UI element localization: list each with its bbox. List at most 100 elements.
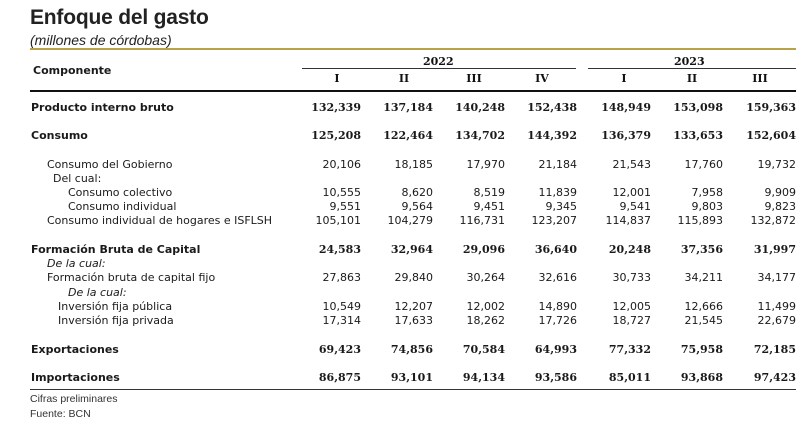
table-cell: 152,438 xyxy=(527,101,577,114)
table-row: De la cual: xyxy=(0,257,809,271)
table-cell: 75,958 xyxy=(680,343,723,356)
row-label: Formación bruta de capital fijo xyxy=(47,271,216,284)
table-cell: 9,564 xyxy=(401,200,434,213)
table-cell: 12,001 xyxy=(612,186,652,199)
table-cell: 29,096 xyxy=(462,243,505,256)
table-cell: 29,840 xyxy=(394,271,434,284)
row-label: Inversión fija pública xyxy=(58,300,173,313)
table-cell: 9,451 xyxy=(473,200,506,213)
table-row: Inversión fija privada 17,314 17,633 18,262… xyxy=(0,314,809,328)
table-row: Consumo 125,208 122,464 134,702 144,392 136,3… xyxy=(0,129,809,143)
table-cell: 19,732 xyxy=(757,158,797,171)
table-cell: 17,970 xyxy=(466,158,506,171)
table-cell: 64,993 xyxy=(534,343,577,356)
table-cell: 21,545 xyxy=(684,314,724,327)
quarter-header: III xyxy=(752,72,768,85)
row-label: Producto interno bruto xyxy=(31,101,174,114)
table-cell: 7,958 xyxy=(691,186,724,199)
table-cell: 74,856 xyxy=(390,343,433,356)
year-2023-underline xyxy=(588,68,796,69)
table-cell: 17,314 xyxy=(322,314,362,327)
table-cell: 137,184 xyxy=(383,101,433,114)
table-cell: 159,363 xyxy=(746,101,796,114)
table-cell: 17,726 xyxy=(538,314,578,327)
row-label: De la cual: xyxy=(47,257,106,270)
table-cell: 12,005 xyxy=(612,300,652,313)
table-cell: 12,666 xyxy=(684,300,724,313)
table-cell: 34,211 xyxy=(684,271,724,284)
column-header-component: Componente xyxy=(33,64,112,77)
table-row: Importaciones 86,875 93,101 94,134 93,586 85,… xyxy=(0,371,809,385)
table-row: Consumo individual 9,551 9,564 9,451 9,345 9,… xyxy=(0,200,809,214)
table-cell: 8,519 xyxy=(473,186,506,199)
row-label: Importaciones xyxy=(31,371,120,384)
table-cell: 104,279 xyxy=(387,214,434,227)
table-cell: 10,555 xyxy=(322,186,362,199)
table-cell: 152,604 xyxy=(746,129,796,142)
row-label: Consumo xyxy=(31,129,88,142)
quarter-header: III xyxy=(466,72,482,85)
table-cell: 30,733 xyxy=(612,271,652,284)
table-cell: 144,392 xyxy=(527,129,577,142)
table-bottom-rule xyxy=(30,389,796,390)
table-cell: 20,248 xyxy=(608,243,651,256)
header-divider xyxy=(30,90,796,92)
table-row: Del cual: xyxy=(0,172,809,186)
table-cell: 9,803 xyxy=(691,200,724,213)
table-cell: 11,499 xyxy=(757,300,797,313)
table-cell: 148,949 xyxy=(601,101,651,114)
page-title: Enfoque del gasto xyxy=(30,6,209,29)
row-label: De la cual: xyxy=(68,286,127,299)
table-cell: 85,011 xyxy=(608,371,651,384)
year-header-2023: 2023 xyxy=(674,55,705,68)
row-label: Consumo colectivo xyxy=(68,186,173,199)
table-cell: 10,549 xyxy=(322,300,362,313)
table-cell: 17,760 xyxy=(684,158,724,171)
row-label: Consumo individual de hogares e ISFLSH xyxy=(47,214,273,227)
table-cell: 133,653 xyxy=(673,129,723,142)
table-cell: 32,964 xyxy=(390,243,433,256)
note-preliminary: Cifras preliminares xyxy=(30,393,118,405)
table-cell: 105,101 xyxy=(315,214,362,227)
table-row: Formación Bruta de Capital 24,583 32,964 29… xyxy=(0,243,809,257)
row-label: Formación Bruta de Capital xyxy=(31,243,201,256)
note-source: Fuente: BCN xyxy=(30,408,91,420)
table-cell: 122,464 xyxy=(383,129,433,142)
table-cell: 12,002 xyxy=(466,300,506,313)
page-subtitle: (millones de córdobas) xyxy=(30,32,172,48)
quarter-header: IV xyxy=(535,72,549,85)
table-row: Inversión fija pública 10,549 12,207 12,002… xyxy=(0,300,809,314)
table-cell: 34,177 xyxy=(757,271,797,284)
quarter-header: I xyxy=(621,72,627,85)
table-cell: 125,208 xyxy=(311,129,361,142)
quarter-header: II xyxy=(686,72,698,85)
table-cell: 12,207 xyxy=(394,300,434,313)
table-cell: 116,731 xyxy=(459,214,506,227)
table-cell: 93,101 xyxy=(390,371,433,384)
table-cell: 70,584 xyxy=(462,343,505,356)
table-cell: 72,185 xyxy=(753,343,796,356)
table-cell: 9,823 xyxy=(764,200,797,213)
table-cell: 8,620 xyxy=(401,186,434,199)
row-label: Exportaciones xyxy=(31,343,119,356)
table-cell: 24,583 xyxy=(318,243,361,256)
table-cell: 9,345 xyxy=(545,200,578,213)
row-label: Consumo del Gobierno xyxy=(47,158,173,171)
table-cell: 9,909 xyxy=(764,186,797,199)
table-row: De la cual: xyxy=(0,286,809,300)
table-cell: 21,543 xyxy=(612,158,652,171)
table-cell: 37,356 xyxy=(680,243,723,256)
year-2022-underline xyxy=(302,68,576,69)
table-row: Consumo del Gobierno 20,106 18,185 17,970 21… xyxy=(0,158,809,172)
table-cell: 20,106 xyxy=(322,158,362,171)
table-cell: 32,616 xyxy=(538,271,578,284)
table-cell: 21,184 xyxy=(538,158,578,171)
quarter-header: I xyxy=(334,72,340,85)
quarter-header: II xyxy=(398,72,410,85)
table-cell: 11,839 xyxy=(538,186,578,199)
row-label: Consumo individual xyxy=(68,200,177,213)
table-cell: 140,248 xyxy=(455,101,505,114)
table-cell: 93,868 xyxy=(680,371,723,384)
table-row: Exportaciones 69,423 74,856 70,584 64,993 77,… xyxy=(0,343,809,357)
table-cell: 115,893 xyxy=(677,214,724,227)
